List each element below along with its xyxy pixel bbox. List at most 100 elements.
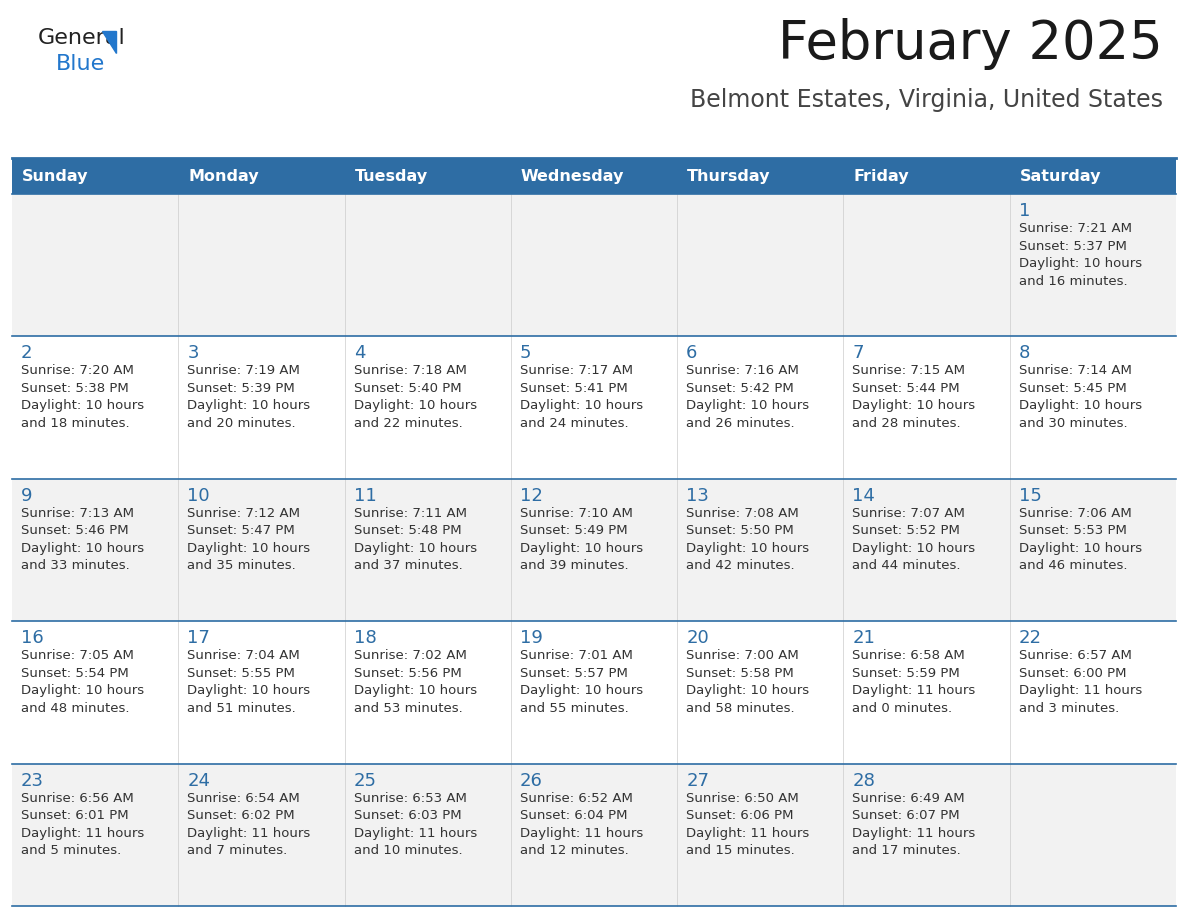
- Text: and 55 minutes.: and 55 minutes.: [520, 701, 628, 715]
- Text: Sunset: 5:48 PM: Sunset: 5:48 PM: [354, 524, 461, 537]
- Text: Daylight: 11 hours: Daylight: 11 hours: [1019, 684, 1142, 697]
- Text: Sunset: 6:06 PM: Sunset: 6:06 PM: [687, 809, 794, 823]
- Text: Daylight: 10 hours: Daylight: 10 hours: [1019, 257, 1142, 270]
- Text: Daylight: 11 hours: Daylight: 11 hours: [520, 826, 643, 840]
- Bar: [12, 158, 1176, 194]
- Text: 24: 24: [188, 772, 210, 789]
- Text: and 48 minutes.: and 48 minutes.: [21, 701, 129, 715]
- Text: Daylight: 10 hours: Daylight: 10 hours: [687, 684, 809, 697]
- Text: February 2025: February 2025: [778, 18, 1163, 70]
- Text: Sunset: 5:40 PM: Sunset: 5:40 PM: [354, 382, 461, 395]
- Text: Sunset: 5:59 PM: Sunset: 5:59 PM: [853, 666, 960, 679]
- Text: 2: 2: [21, 344, 32, 363]
- Text: Sunset: 5:46 PM: Sunset: 5:46 PM: [21, 524, 128, 537]
- Text: Blue: Blue: [56, 54, 106, 74]
- Text: 17: 17: [188, 629, 210, 647]
- Bar: [12, 194, 1176, 336]
- Text: Tuesday: Tuesday: [354, 169, 428, 184]
- Text: Sunrise: 7:12 AM: Sunrise: 7:12 AM: [188, 507, 301, 520]
- Text: 5: 5: [520, 344, 531, 363]
- Text: and 24 minutes.: and 24 minutes.: [520, 417, 628, 430]
- Text: Daylight: 10 hours: Daylight: 10 hours: [21, 399, 144, 412]
- Text: Wednesday: Wednesday: [520, 169, 624, 184]
- Text: and 17 minutes.: and 17 minutes.: [853, 844, 961, 857]
- Text: and 28 minutes.: and 28 minutes.: [853, 417, 961, 430]
- Text: Sunset: 5:58 PM: Sunset: 5:58 PM: [687, 666, 794, 679]
- Text: 23: 23: [21, 772, 44, 789]
- Text: 26: 26: [520, 772, 543, 789]
- Text: and 12 minutes.: and 12 minutes.: [520, 844, 628, 857]
- Text: Sunrise: 7:10 AM: Sunrise: 7:10 AM: [520, 507, 633, 520]
- Text: Sunrise: 7:15 AM: Sunrise: 7:15 AM: [853, 364, 966, 377]
- Text: and 20 minutes.: and 20 minutes.: [188, 417, 296, 430]
- Text: General: General: [38, 28, 126, 48]
- Bar: [12, 479, 1176, 621]
- Text: Sunset: 5:56 PM: Sunset: 5:56 PM: [354, 666, 461, 679]
- Text: Sunset: 5:57 PM: Sunset: 5:57 PM: [520, 666, 627, 679]
- Text: Daylight: 11 hours: Daylight: 11 hours: [853, 684, 975, 697]
- Text: Daylight: 10 hours: Daylight: 10 hours: [188, 399, 310, 412]
- Text: 27: 27: [687, 772, 709, 789]
- Text: Sunset: 6:02 PM: Sunset: 6:02 PM: [188, 809, 295, 823]
- Text: Friday: Friday: [853, 169, 909, 184]
- Text: Sunset: 5:37 PM: Sunset: 5:37 PM: [1019, 240, 1126, 252]
- Text: 6: 6: [687, 344, 697, 363]
- Bar: [12, 764, 1176, 906]
- Text: and 42 minutes.: and 42 minutes.: [687, 559, 795, 572]
- Text: 15: 15: [1019, 487, 1042, 505]
- Text: 18: 18: [354, 629, 377, 647]
- Text: 14: 14: [853, 487, 876, 505]
- Text: Sunset: 5:42 PM: Sunset: 5:42 PM: [687, 382, 794, 395]
- Text: 11: 11: [354, 487, 377, 505]
- Text: 4: 4: [354, 344, 365, 363]
- Text: Sunset: 5:54 PM: Sunset: 5:54 PM: [21, 666, 128, 679]
- Text: 13: 13: [687, 487, 709, 505]
- Text: Daylight: 11 hours: Daylight: 11 hours: [853, 826, 975, 840]
- Text: Sunset: 5:38 PM: Sunset: 5:38 PM: [21, 382, 128, 395]
- Text: Sunset: 5:39 PM: Sunset: 5:39 PM: [188, 382, 295, 395]
- Text: 12: 12: [520, 487, 543, 505]
- Text: Sunset: 5:55 PM: Sunset: 5:55 PM: [188, 666, 295, 679]
- Text: Sunrise: 7:18 AM: Sunrise: 7:18 AM: [354, 364, 467, 377]
- Text: Daylight: 10 hours: Daylight: 10 hours: [687, 542, 809, 554]
- Text: 25: 25: [354, 772, 377, 789]
- Text: Sunrise: 6:50 AM: Sunrise: 6:50 AM: [687, 791, 798, 804]
- Text: and 51 minutes.: and 51 minutes.: [188, 701, 296, 715]
- Text: Daylight: 10 hours: Daylight: 10 hours: [520, 399, 643, 412]
- Text: 20: 20: [687, 629, 709, 647]
- Text: Sunrise: 7:17 AM: Sunrise: 7:17 AM: [520, 364, 633, 377]
- Text: Sunrise: 6:58 AM: Sunrise: 6:58 AM: [853, 649, 965, 662]
- Text: Sunrise: 7:01 AM: Sunrise: 7:01 AM: [520, 649, 633, 662]
- Text: and 39 minutes.: and 39 minutes.: [520, 559, 628, 572]
- Text: Sunrise: 6:56 AM: Sunrise: 6:56 AM: [21, 791, 134, 804]
- Text: Daylight: 10 hours: Daylight: 10 hours: [354, 399, 476, 412]
- Text: and 5 minutes.: and 5 minutes.: [21, 844, 121, 857]
- Text: 8: 8: [1019, 344, 1030, 363]
- Text: and 15 minutes.: and 15 minutes.: [687, 844, 795, 857]
- Text: Belmont Estates, Virginia, United States: Belmont Estates, Virginia, United States: [690, 88, 1163, 112]
- Text: Daylight: 10 hours: Daylight: 10 hours: [853, 399, 975, 412]
- Polygon shape: [101, 30, 116, 52]
- Text: Sunset: 5:47 PM: Sunset: 5:47 PM: [188, 524, 295, 537]
- Text: 7: 7: [853, 344, 864, 363]
- Text: and 33 minutes.: and 33 minutes.: [21, 559, 129, 572]
- Text: Daylight: 11 hours: Daylight: 11 hours: [687, 826, 809, 840]
- Text: Sunset: 5:50 PM: Sunset: 5:50 PM: [687, 524, 794, 537]
- Text: Sunrise: 7:21 AM: Sunrise: 7:21 AM: [1019, 222, 1132, 235]
- Text: Daylight: 11 hours: Daylight: 11 hours: [21, 826, 144, 840]
- Text: 3: 3: [188, 344, 198, 363]
- Text: Sunrise: 7:13 AM: Sunrise: 7:13 AM: [21, 507, 134, 520]
- Text: Sunset: 6:04 PM: Sunset: 6:04 PM: [520, 809, 627, 823]
- Text: Sunset: 6:01 PM: Sunset: 6:01 PM: [21, 809, 128, 823]
- Text: Daylight: 10 hours: Daylight: 10 hours: [188, 684, 310, 697]
- Text: and 58 minutes.: and 58 minutes.: [687, 701, 795, 715]
- Text: and 22 minutes.: and 22 minutes.: [354, 417, 462, 430]
- Text: 21: 21: [853, 629, 876, 647]
- Text: Sunset: 6:03 PM: Sunset: 6:03 PM: [354, 809, 461, 823]
- Text: Sunrise: 7:06 AM: Sunrise: 7:06 AM: [1019, 507, 1131, 520]
- Text: Sunset: 6:00 PM: Sunset: 6:00 PM: [1019, 666, 1126, 679]
- Text: and 26 minutes.: and 26 minutes.: [687, 417, 795, 430]
- Text: Sunrise: 7:20 AM: Sunrise: 7:20 AM: [21, 364, 134, 377]
- Text: Daylight: 10 hours: Daylight: 10 hours: [21, 542, 144, 554]
- Text: Sunrise: 6:52 AM: Sunrise: 6:52 AM: [520, 791, 633, 804]
